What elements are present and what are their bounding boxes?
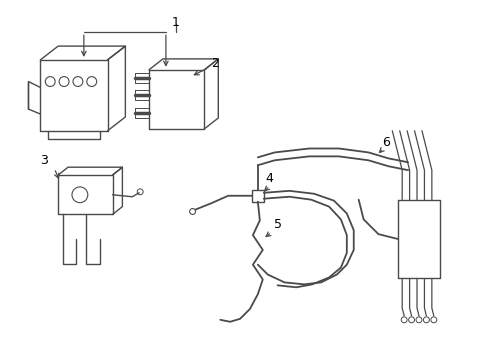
Text: 2: 2 [211, 57, 219, 70]
Text: 5: 5 [273, 218, 281, 231]
Text: 4: 4 [265, 171, 273, 185]
Bar [251, 190, 263, 202]
Text: 6: 6 [382, 136, 389, 149]
Text: 1: 1 [171, 16, 180, 29]
Text: 3: 3 [41, 154, 48, 167]
